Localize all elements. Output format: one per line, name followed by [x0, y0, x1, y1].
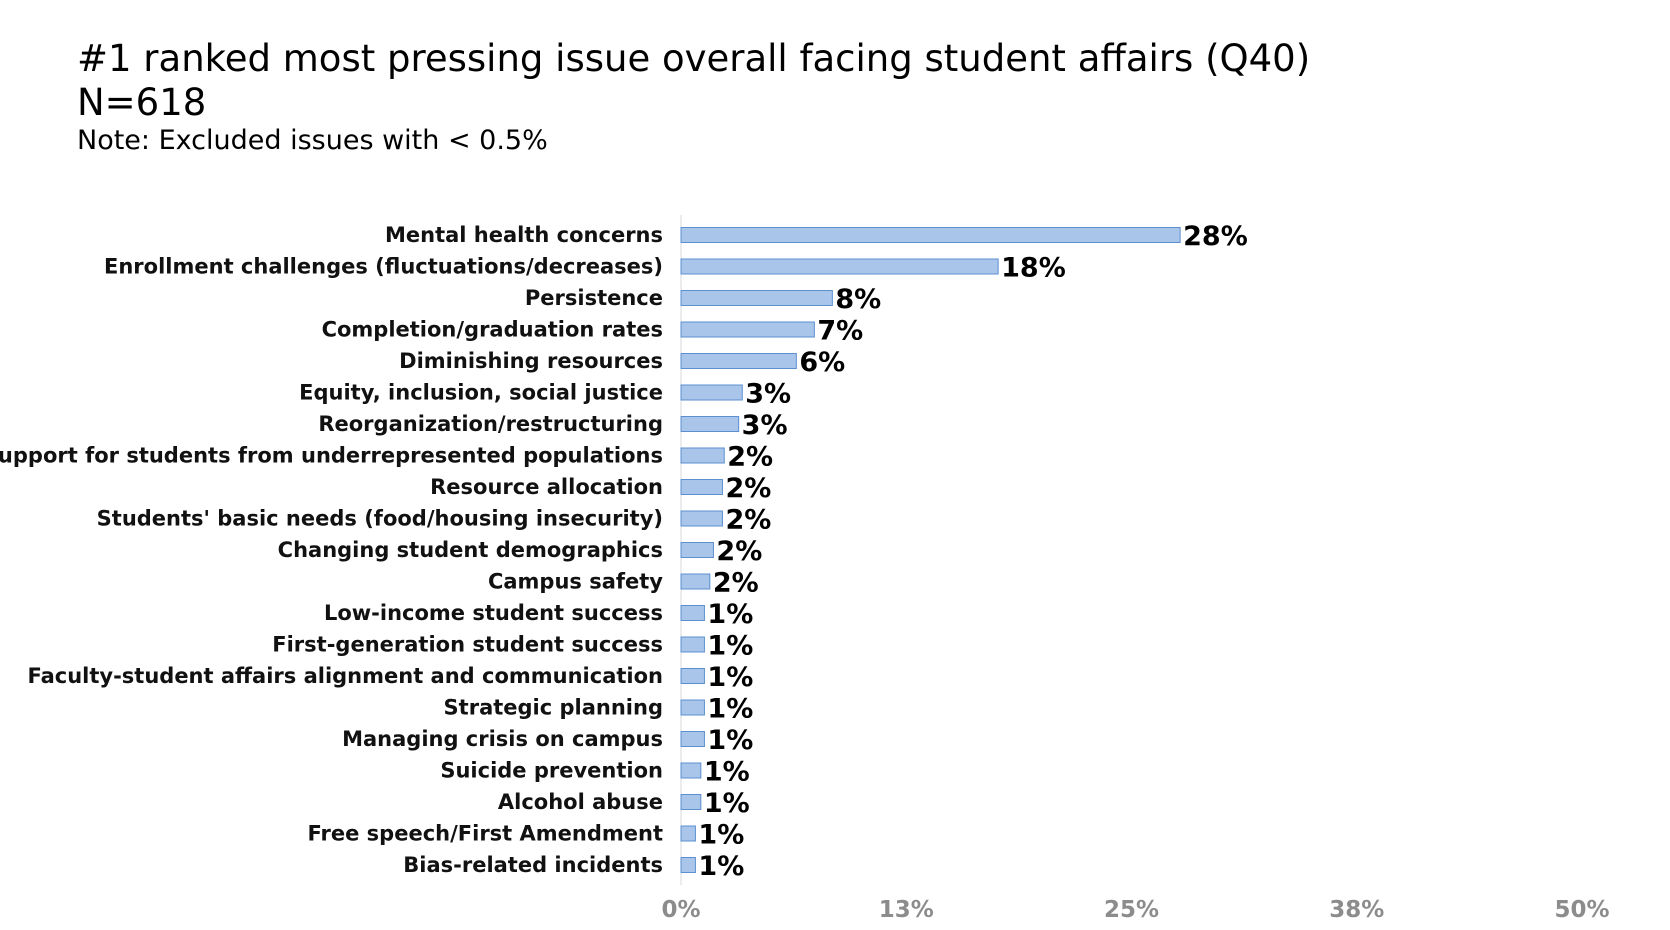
data-label: 2% — [716, 536, 762, 567]
category-label: Bias-related incidents — [403, 853, 663, 877]
bar — [680, 258, 999, 275]
category-label: First-generation student success — [272, 633, 663, 657]
bar — [680, 479, 723, 495]
category-label: Alcohol abuse — [498, 790, 663, 814]
x-tick-label: 0% — [661, 897, 700, 923]
x-tick-label: 38% — [1329, 897, 1384, 923]
data-label: 1% — [707, 694, 753, 725]
bar — [680, 321, 815, 338]
bar — [680, 794, 702, 810]
data-label: 1% — [707, 725, 753, 756]
bar — [680, 699, 705, 716]
category-label: Suicide prevention — [440, 759, 663, 783]
bar — [680, 731, 705, 747]
data-label: 2% — [713, 568, 759, 599]
category-label: Mental health concerns — [385, 223, 663, 247]
category-label: Students' basic needs (food/housing inse… — [97, 507, 663, 531]
data-label: 8% — [835, 284, 881, 315]
category-label: Low-income student success — [324, 601, 663, 625]
bar — [680, 857, 696, 873]
bar — [680, 762, 702, 779]
data-label: 18% — [1001, 253, 1066, 284]
data-label: 3% — [745, 379, 791, 410]
bar — [680, 353, 797, 369]
bar — [680, 227, 1181, 243]
bar — [680, 825, 696, 842]
x-tick-label: 25% — [1104, 897, 1159, 923]
category-label: Changing student demographics — [278, 538, 663, 562]
category-label: Strategic planning — [444, 696, 663, 720]
data-label: 3% — [742, 410, 788, 441]
data-label: 6% — [799, 347, 845, 378]
chart-subtitle: N=618 — [77, 81, 207, 124]
data-label: 1% — [698, 820, 744, 851]
category-label: Managing crisis on campus — [342, 727, 663, 751]
bar — [680, 290, 833, 306]
data-label: 1% — [707, 662, 753, 693]
bar — [680, 542, 714, 558]
data-label: 28% — [1183, 221, 1248, 252]
data-label: 1% — [707, 599, 753, 630]
category-label: Enrollment challenges (fluctuations/decr… — [104, 255, 663, 279]
category-label: Campus safety — [488, 570, 663, 594]
x-tick-label: 50% — [1554, 897, 1609, 923]
bar — [680, 636, 705, 653]
data-label: 1% — [698, 851, 744, 882]
bar — [680, 384, 743, 401]
bar — [680, 416, 740, 432]
category-label: Free speech/First Amendment — [308, 822, 663, 846]
chart-note: Note: Excluded issues with < 0.5% — [77, 125, 548, 156]
category-label: Resource allocation — [430, 475, 663, 499]
bar — [680, 447, 725, 464]
category-label: Diminishing resources — [399, 349, 663, 373]
chart-title: #1 ranked most pressing issue overall fa… — [77, 37, 1311, 80]
category-label: Support for students from underrepresent… — [0, 444, 663, 468]
data-label: 1% — [704, 757, 750, 788]
bar — [680, 605, 705, 621]
category-label: Equity, inclusion, social justice — [299, 381, 663, 405]
bar — [680, 510, 723, 527]
category-label: Completion/graduation rates — [322, 318, 663, 342]
data-label: 2% — [727, 442, 773, 473]
x-tick-label: 13% — [879, 897, 934, 923]
bar — [680, 573, 711, 590]
category-label: Persistence — [525, 286, 663, 310]
data-label: 1% — [704, 788, 750, 819]
data-label: 1% — [707, 631, 753, 662]
bar — [680, 668, 705, 684]
data-label: 2% — [725, 505, 771, 536]
data-label: 2% — [725, 473, 771, 504]
data-label: 7% — [817, 316, 863, 347]
category-label: Faculty-student affairs alignment and co… — [27, 664, 663, 688]
category-label: Reorganization/restructuring — [318, 412, 663, 436]
